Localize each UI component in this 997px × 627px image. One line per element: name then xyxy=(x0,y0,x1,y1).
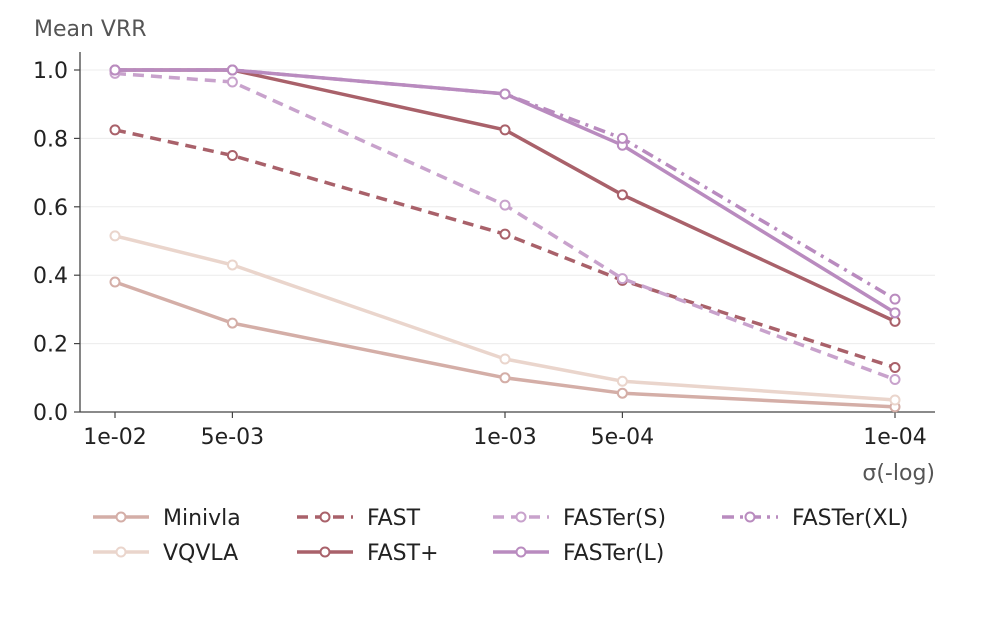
data-point-faster-s xyxy=(226,76,238,88)
legend: Minivla VQVLA FAST FAST+ FASTer(S) FASTer(L) F… xyxy=(93,506,908,566)
series-faster-xl xyxy=(109,64,901,305)
data-point-fast xyxy=(889,362,901,374)
series-faster-l xyxy=(109,64,901,319)
legend-swatch-marker xyxy=(744,511,756,523)
legend-label: FASTer(XL) xyxy=(792,506,908,531)
data-point-vqvla xyxy=(226,259,238,271)
legend-swatch-marker xyxy=(515,511,527,523)
legend-item-fast: FAST+ xyxy=(297,541,439,566)
legend-swatch-marker xyxy=(115,511,127,523)
data-point-vqvla xyxy=(499,353,511,365)
legend-item-faster-l: FASTer(L) xyxy=(493,541,664,566)
data-point-faster-s xyxy=(499,199,511,211)
data-point-faster-xl xyxy=(109,64,121,76)
y-tick-label: 0.4 xyxy=(33,264,68,289)
data-point-faster-s xyxy=(889,374,901,386)
x-tick-label: 1e-04 xyxy=(863,425,926,450)
data-point-vqvla xyxy=(889,394,901,406)
series-line-fast xyxy=(115,68,896,323)
legend-label: FASTer(S) xyxy=(563,506,666,531)
data-point-minivla xyxy=(109,276,121,288)
legend-swatch-marker xyxy=(515,546,527,558)
data-point-minivla xyxy=(616,387,628,399)
series-layer xyxy=(109,64,901,413)
series-line-fast xyxy=(114,128,896,370)
series-vqvla xyxy=(109,230,901,406)
axes-layer: 0.0 0.2 0.4 0.6 0.8 1.0 1e-02 5e-03 1e-03 5e-04 1e… xyxy=(33,52,935,450)
series-faster-s xyxy=(109,67,901,386)
y-tick-label: 0.8 xyxy=(33,127,68,152)
legend-swatch-marker xyxy=(319,511,331,523)
data-point-fast xyxy=(499,124,511,136)
legend-label: FAST+ xyxy=(367,541,439,566)
x-tick-label: 5e-03 xyxy=(201,425,264,450)
data-point-faster-xl xyxy=(499,88,511,100)
y-axis-title: Mean VRR xyxy=(34,17,147,42)
y-tick-label: 0.6 xyxy=(33,196,68,221)
data-point-faster-xl xyxy=(226,64,238,76)
legend-swatch-marker xyxy=(115,546,127,558)
legend-item-faster-xl: FASTer(XL) xyxy=(722,506,908,531)
data-point-vqvla xyxy=(616,375,628,387)
data-point-fast xyxy=(499,228,511,240)
x-axis-title: σ(-log) xyxy=(862,461,935,486)
y-tick-label: 0.0 xyxy=(33,401,68,426)
data-point-faster-xl xyxy=(616,132,628,144)
data-point-fast xyxy=(616,189,628,201)
data-point-faster-l xyxy=(889,307,901,319)
series-fast xyxy=(109,124,901,374)
legend-item-fast: FAST xyxy=(297,506,421,531)
legend-item-vqvla: VQVLA xyxy=(93,541,238,566)
series-minivla xyxy=(109,276,901,413)
y-tick-label: 1.0 xyxy=(33,59,68,84)
y-tick-label: 0.2 xyxy=(33,333,68,358)
legend-label: FASTer(L) xyxy=(563,541,664,566)
data-point-fast xyxy=(226,150,238,161)
data-point-fast xyxy=(109,124,121,136)
legend-item-minivla: Minivla xyxy=(93,506,241,531)
legend-label: FAST xyxy=(367,506,421,531)
series-line-minivla xyxy=(114,280,896,409)
series-line-faster-s xyxy=(114,71,896,382)
series-line-faster-xl xyxy=(115,68,896,301)
data-point-faster-s xyxy=(616,273,628,285)
series-fast xyxy=(109,64,901,327)
data-point-vqvla xyxy=(109,230,121,242)
legend-item-faster-s: FASTer(S) xyxy=(493,506,666,531)
series-line-faster-l xyxy=(115,68,896,315)
x-tick-label: 1e-02 xyxy=(83,425,146,450)
data-point-faster-xl xyxy=(889,293,901,305)
legend-label: VQVLA xyxy=(163,541,238,566)
data-point-minivla xyxy=(226,317,238,329)
legend-label: Minivla xyxy=(163,506,241,531)
x-tick-label: 1e-03 xyxy=(473,425,536,450)
data-point-minivla xyxy=(499,372,511,384)
x-tick-label: 5e-04 xyxy=(591,425,654,450)
legend-swatch-marker xyxy=(319,546,331,558)
